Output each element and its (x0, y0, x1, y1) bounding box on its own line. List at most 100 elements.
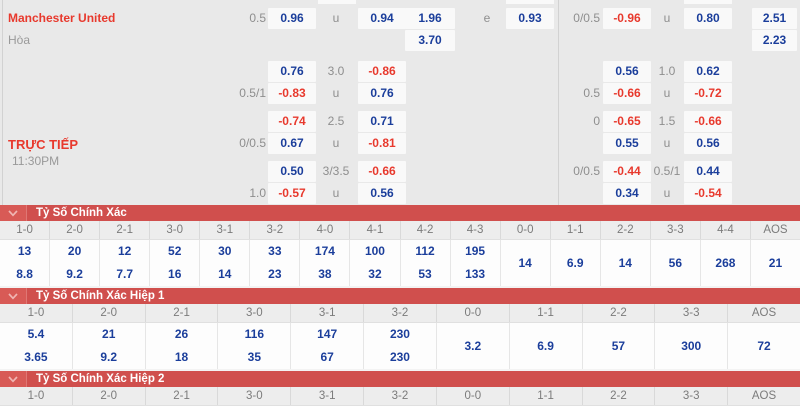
odds-value[interactable]: -0.44 (603, 161, 651, 182)
odds-value[interactable]: 0.50 (268, 161, 316, 182)
score-odds-cell[interactable]: 21 (751, 240, 800, 286)
odds-value[interactable]: 0.34 (603, 183, 651, 204)
odds-value[interactable]: 0.93 (506, 8, 554, 29)
score-odds-value[interactable]: 30 (218, 244, 232, 258)
odds-value[interactable]: -0.57 (268, 183, 316, 204)
score-odds-value[interactable]: 33 (268, 244, 282, 258)
odds-value[interactable]: 2.23 (752, 30, 797, 51)
score-odds-value[interactable]: 5.4 (27, 327, 45, 341)
score-odds-cell[interactable]: 112 53 (401, 240, 451, 286)
score-odds-value[interactable]: 52 (168, 244, 182, 258)
odds-value[interactable]: 0.56 (358, 183, 406, 204)
odds-value[interactable]: -0.54 (684, 183, 732, 204)
score-odds-value[interactable]: 6.9 (566, 255, 584, 270)
score-odds-cell[interactable]: 147 67 (291, 323, 365, 369)
score-odds-value[interactable]: 300 (681, 338, 702, 353)
score-odds-value[interactable]: 53 (418, 267, 432, 281)
odds-value[interactable]: -0.72 (684, 83, 732, 104)
score-odds-value[interactable]: 174 (314, 244, 335, 258)
odds-value[interactable]: 0.76 (268, 61, 316, 82)
odds-value[interactable]: 0.62 (684, 61, 732, 82)
score-odds-value[interactable]: 20 (67, 244, 82, 258)
score-odds-value[interactable]: 26 (174, 327, 189, 341)
score-odds-cell[interactable]: 230 230 (364, 323, 437, 369)
score-odds-cell[interactable]: 300 (655, 323, 729, 369)
score-odds-cell[interactable]: 268 (701, 240, 751, 286)
score-odds-cell[interactable]: 174 38 (300, 240, 351, 286)
score-odds-cell[interactable]: 12 7.7 (100, 240, 151, 286)
odds-value[interactable]: -0.66 (358, 161, 406, 182)
score-odds-cell[interactable]: 116 35 (218, 323, 292, 369)
score-odds-value[interactable]: 9.2 (66, 267, 83, 281)
odds-value[interactable]: 0.96 (268, 8, 316, 29)
score-odds-value[interactable]: 195 (465, 244, 486, 258)
score-odds-value[interactable]: 6.9 (537, 338, 554, 353)
odds-value[interactable]: 0.56 (603, 61, 651, 82)
odds-value[interactable]: -0.74 (268, 111, 316, 132)
score-odds-value[interactable]: 14 (218, 267, 232, 281)
score-odds-value[interactable]: 13 (17, 244, 32, 258)
score-odds-cell[interactable]: 72 (728, 323, 800, 369)
odds-value[interactable]: 0.80 (684, 8, 732, 29)
odds-value[interactable]: 0.67 (268, 133, 316, 154)
score-odds-value[interactable]: 32 (368, 267, 382, 281)
score-odds-value[interactable]: 14 (518, 255, 532, 270)
odds-value[interactable]: 0.94 (358, 8, 406, 29)
score-section-header[interactable]: Tỷ Số Chính Xác Hiệp 1 (0, 288, 800, 304)
score-odds-cell[interactable]: 6.9 (551, 240, 601, 286)
score-odds-value[interactable]: 67 (320, 350, 334, 364)
odds-value[interactable]: 0.44 (684, 161, 732, 182)
score-odds-value[interactable]: 9.2 (100, 350, 118, 364)
collapse-toggle[interactable] (0, 205, 27, 221)
score-odds-cell[interactable]: 13 8.8 (0, 240, 51, 286)
score-odds-value[interactable]: 112 (415, 244, 435, 258)
score-odds-cell[interactable]: 3.2 (437, 323, 510, 369)
score-odds-cell[interactable]: 30 14 (200, 240, 251, 286)
score-odds-value[interactable]: 230 (389, 350, 410, 364)
score-odds-value[interactable]: 268 (715, 255, 736, 270)
score-odds-value[interactable]: 38 (318, 267, 332, 281)
odds-value[interactable]: 0.76 (358, 83, 406, 104)
score-odds-value[interactable]: 21 (768, 255, 783, 270)
score-odds-cell[interactable]: 20 9.2 (50, 240, 101, 286)
odds-value[interactable]: 0.56 (684, 133, 732, 154)
score-odds-value[interactable]: 3.2 (464, 338, 482, 353)
score-odds-value[interactable]: 23 (268, 267, 282, 281)
odds-value[interactable]: 3.70 (405, 30, 455, 51)
score-odds-value[interactable]: 8.8 (16, 267, 33, 281)
score-odds-value[interactable]: 12 (117, 244, 132, 258)
score-odds-value[interactable]: 3.65 (24, 350, 48, 364)
odds-value[interactable]: 1.96 (405, 8, 455, 29)
collapse-toggle[interactable] (0, 288, 27, 304)
score-odds-value[interactable]: 14 (618, 255, 632, 270)
odds-value[interactable]: -0.83 (268, 83, 316, 104)
score-odds-cell[interactable]: 56 (651, 240, 701, 286)
score-odds-value[interactable]: 133 (465, 267, 486, 281)
score-odds-value[interactable]: 16 (168, 267, 182, 281)
score-odds-value[interactable]: 21 (102, 327, 116, 341)
score-section-header[interactable]: Tỷ Số Chính Xác Hiệp 2 (0, 371, 800, 387)
score-odds-value[interactable]: 56 (668, 255, 683, 270)
odds-value[interactable]: -0.66 (603, 83, 651, 104)
collapse-toggle[interactable] (0, 371, 27, 387)
score-odds-value[interactable]: 7.7 (116, 267, 133, 281)
odds-value[interactable]: -0.86 (358, 61, 406, 82)
odds-value[interactable]: -0.65 (603, 111, 651, 132)
score-odds-value[interactable]: 116 (244, 327, 265, 341)
score-odds-cell[interactable]: 21 9.2 (73, 323, 146, 369)
score-odds-value[interactable]: 35 (247, 350, 262, 364)
score-odds-cell[interactable]: 14 (501, 240, 551, 286)
score-odds-value[interactable]: 57 (611, 338, 626, 353)
score-section-header[interactable]: Tỷ Số Chính Xác (0, 205, 800, 221)
score-odds-cell[interactable]: 5.4 3.65 (0, 323, 73, 369)
odds-value[interactable]: 2.51 (752, 8, 797, 29)
score-odds-value[interactable]: 147 (317, 327, 338, 341)
score-odds-cell[interactable]: 26 18 (146, 323, 219, 369)
score-odds-value[interactable]: 100 (364, 244, 385, 258)
score-odds-cell[interactable]: 33 23 (250, 240, 301, 286)
score-odds-value[interactable]: 18 (174, 350, 189, 364)
odds-value[interactable]: -0.66 (684, 111, 732, 132)
odds-value[interactable]: -0.96 (603, 8, 651, 29)
score-odds-cell[interactable]: 6.9 (510, 323, 583, 369)
odds-value[interactable]: 0.55 (603, 133, 651, 154)
